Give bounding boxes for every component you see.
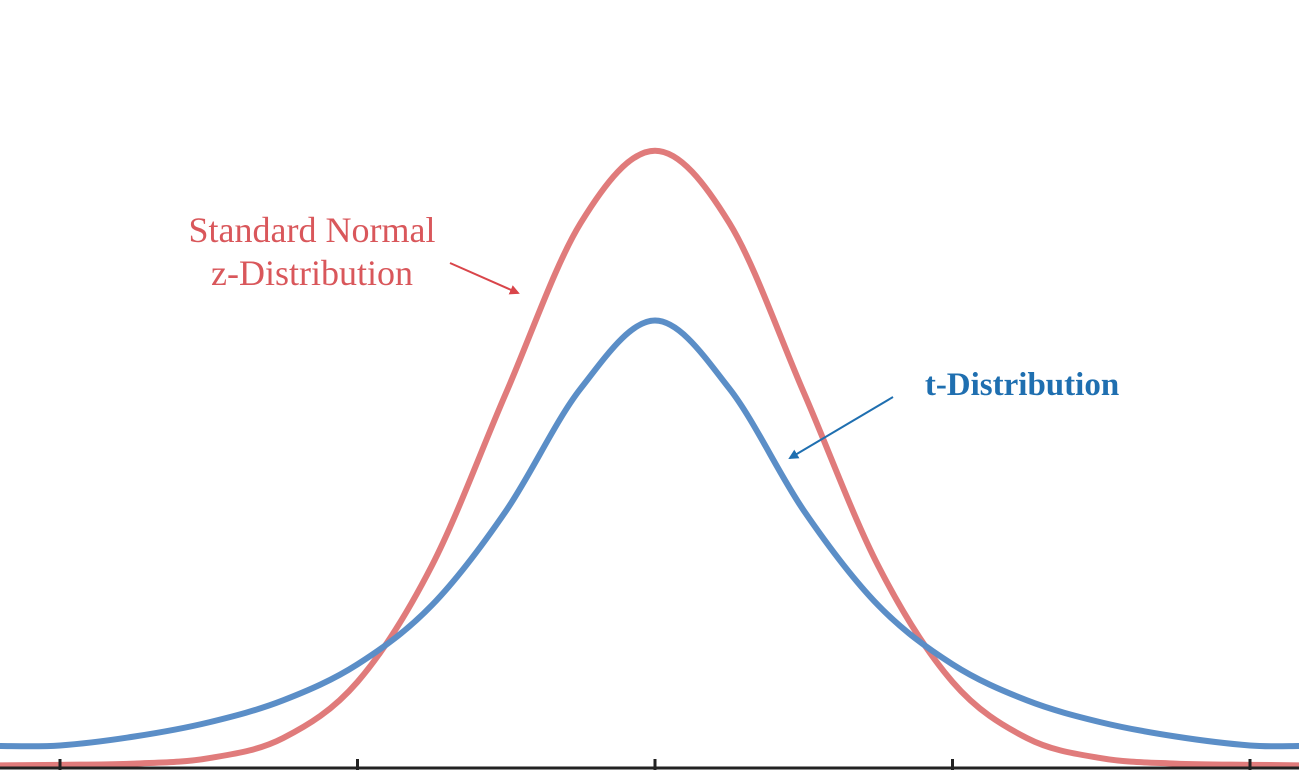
plot-area — [0, 147, 1299, 769]
z-distribution-label-line: Standard Normal — [189, 210, 436, 250]
z-distribution-label-line: z-Distribution — [211, 253, 413, 293]
z-distribution-label: Standard Normal z-Distribution — [189, 210, 436, 293]
z-distribution-arrow — [449, 262, 520, 295]
z-distribution-curve — [0, 147, 1299, 769]
t-distribution-curve — [0, 317, 1299, 750]
t-distribution-label: t-Distribution — [925, 367, 1119, 403]
t-distribution-arrow — [788, 396, 894, 460]
annotations: Standard Normal z-Distribution t-Distribut… — [189, 210, 1119, 460]
x-axis — [0, 759, 1299, 770]
